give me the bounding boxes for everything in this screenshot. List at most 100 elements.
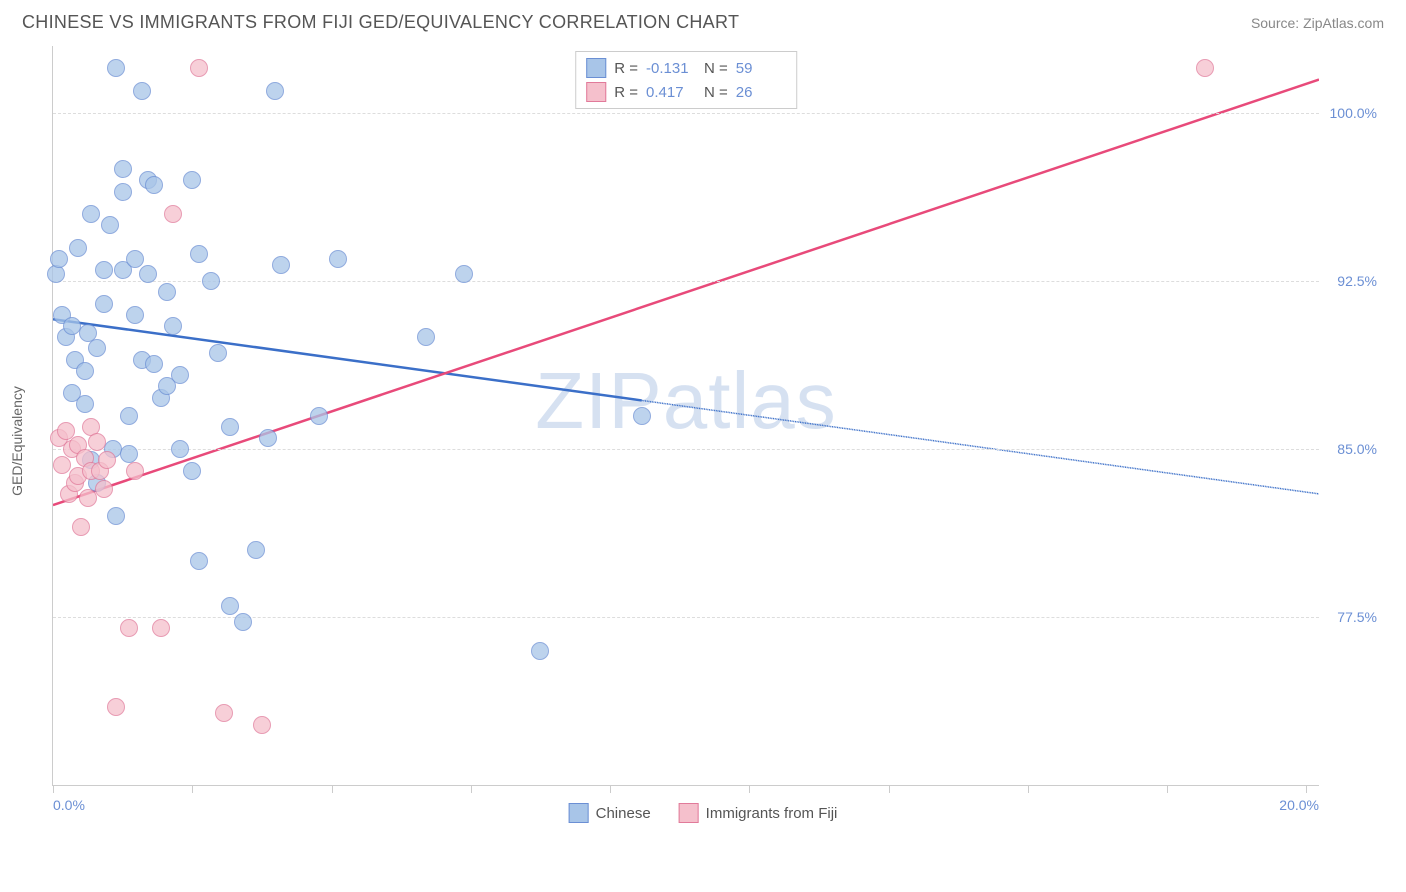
x-tick	[889, 785, 890, 793]
y-axis-label: GED/Equivalency	[9, 386, 25, 496]
data-point	[50, 250, 68, 268]
trendlines	[53, 46, 1319, 785]
x-tick	[749, 785, 750, 793]
data-point	[114, 183, 132, 201]
legend-swatch	[586, 58, 606, 78]
data-point	[190, 552, 208, 570]
data-point	[69, 239, 87, 257]
data-point	[259, 429, 277, 447]
chart-container: GED/Equivalency ZIPatlas R =-0.131N =59R…	[22, 41, 1384, 841]
gridline	[53, 113, 1319, 114]
data-point	[209, 344, 227, 362]
data-point	[190, 59, 208, 77]
data-point	[139, 265, 157, 283]
x-tick	[1167, 785, 1168, 793]
n-value: 59	[736, 60, 786, 77]
legend-label: Immigrants from Fiji	[706, 805, 838, 822]
legend-swatch	[679, 803, 699, 823]
data-point	[53, 456, 71, 474]
data-point	[95, 261, 113, 279]
gridline	[53, 449, 1319, 450]
x-tick	[53, 785, 54, 793]
data-point	[107, 698, 125, 716]
legend-label: Chinese	[596, 805, 651, 822]
n-value: 26	[736, 84, 786, 101]
data-point	[417, 328, 435, 346]
data-point	[126, 250, 144, 268]
r-value: 0.417	[646, 84, 696, 101]
data-point	[215, 704, 233, 722]
data-point	[88, 339, 106, 357]
r-label: R =	[614, 84, 638, 101]
data-point	[221, 418, 239, 436]
data-point	[47, 265, 65, 283]
data-point	[152, 619, 170, 637]
x-tick	[471, 785, 472, 793]
data-point	[120, 445, 138, 463]
correlation-stats-box: R = -0.131 N = 59 R = 0.417 N = 26	[575, 51, 797, 109]
plot-area: ZIPatlas R =-0.131N =59R =0.417N =26 100…	[52, 46, 1319, 786]
data-point	[164, 317, 182, 335]
x-tick	[610, 785, 611, 793]
r-label: R =	[614, 60, 638, 77]
gridline	[53, 281, 1319, 282]
data-point	[633, 407, 651, 425]
data-point	[101, 216, 119, 234]
n-label: N =	[704, 84, 728, 101]
data-point	[234, 613, 252, 631]
data-point	[76, 362, 94, 380]
x-tick	[332, 785, 333, 793]
chart-title: CHINESE VS IMMIGRANTS FROM FIJI GED/EQUI…	[22, 12, 739, 33]
x-tick-label: 20.0%	[1279, 797, 1319, 813]
data-point	[183, 462, 201, 480]
chart-source: Source: ZipAtlas.com	[1251, 15, 1384, 31]
watermark: ZIPatlas	[535, 355, 836, 447]
data-point	[145, 176, 163, 194]
data-point	[253, 716, 271, 734]
data-point	[120, 619, 138, 637]
data-point	[1196, 59, 1214, 77]
data-point	[247, 541, 265, 559]
data-point	[183, 171, 201, 189]
legend-swatch	[586, 82, 606, 102]
data-point	[202, 272, 220, 290]
r-value: -0.131	[646, 60, 696, 77]
data-point	[126, 306, 144, 324]
data-point	[133, 82, 151, 100]
data-point	[145, 355, 163, 373]
data-point	[76, 395, 94, 413]
x-tick	[1306, 785, 1307, 793]
chart-header: CHINESE VS IMMIGRANTS FROM FIJI GED/EQUI…	[0, 0, 1406, 41]
data-point	[107, 59, 125, 77]
y-tick-label: 92.5%	[1337, 273, 1377, 289]
data-point	[95, 480, 113, 498]
legend-item: Chinese	[569, 803, 651, 823]
n-label: N =	[704, 60, 728, 77]
stats-row: R = -0.131 N = 59	[586, 56, 786, 80]
data-point	[107, 507, 125, 525]
x-tick	[1028, 785, 1029, 793]
x-tick-label: 0.0%	[53, 797, 85, 813]
data-point	[95, 295, 113, 313]
data-point	[531, 642, 549, 660]
stats-row: R = 0.417 N = 26	[586, 80, 786, 104]
y-tick-label: 85.0%	[1337, 441, 1377, 457]
x-tick	[192, 785, 193, 793]
data-point	[82, 205, 100, 223]
data-point	[171, 366, 189, 384]
legend-swatch	[569, 803, 589, 823]
data-point	[126, 462, 144, 480]
legend-item: Immigrants from Fiji	[679, 803, 838, 823]
data-point	[272, 256, 290, 274]
chart-legend: Chinese Immigrants from Fiji	[569, 803, 838, 823]
data-point	[88, 433, 106, 451]
data-point	[98, 451, 116, 469]
y-tick-label: 100.0%	[1330, 105, 1377, 121]
data-point	[114, 160, 132, 178]
data-point	[72, 518, 90, 536]
data-point	[455, 265, 473, 283]
data-point	[158, 283, 176, 301]
y-tick-label: 77.5%	[1337, 609, 1377, 625]
data-point	[164, 205, 182, 223]
data-point	[310, 407, 328, 425]
